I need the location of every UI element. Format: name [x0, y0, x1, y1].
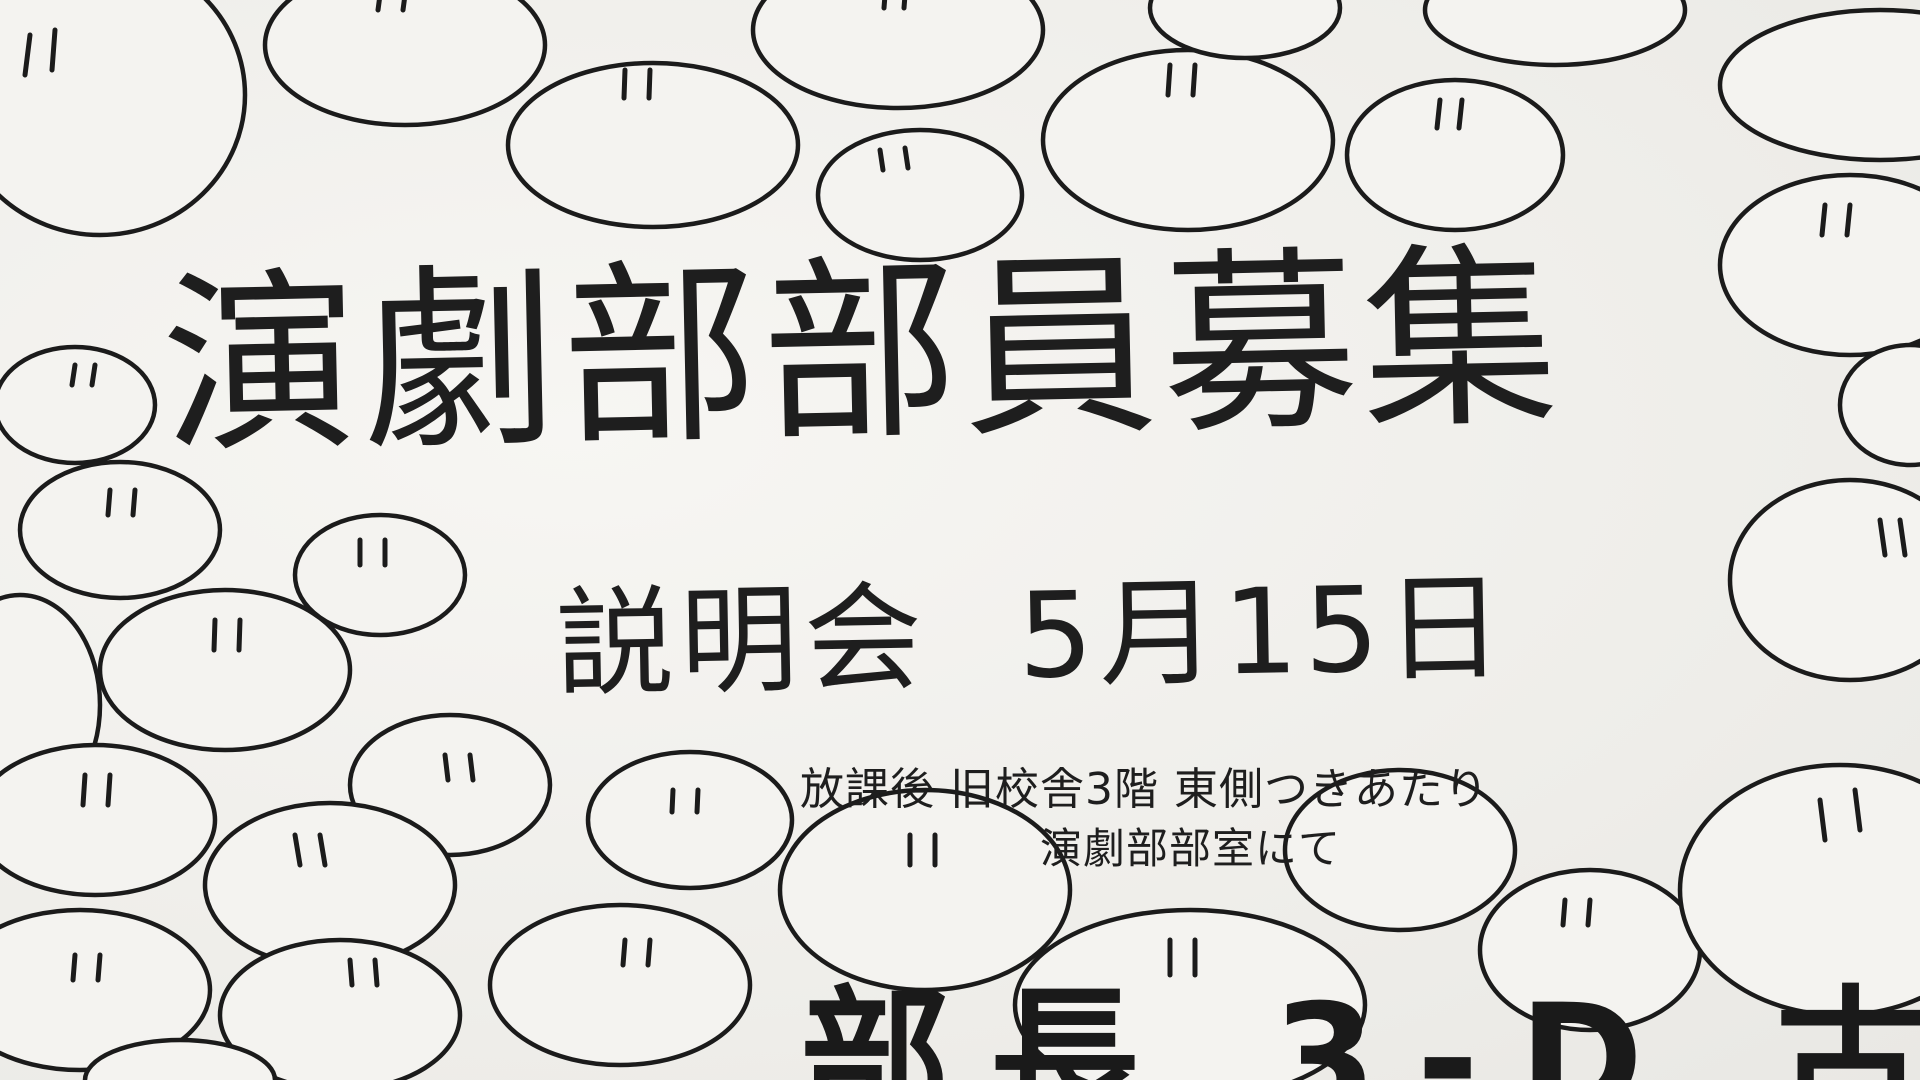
- dango-blob-icon: [82, 1037, 278, 1080]
- dango-blob-icon: [777, 787, 1073, 993]
- dango-blob-icon: [217, 937, 463, 1080]
- event-location-line: 放課後 旧校舎3階 東側つきあたり: [800, 764, 1489, 815]
- dango-blob-icon: [1040, 47, 1336, 233]
- dango-blob-icon: [815, 127, 1025, 263]
- dango-blob-icon: [750, 0, 1046, 111]
- dango-blob-icon: [262, 0, 548, 128]
- dango-blob-icon: [1717, 172, 1920, 358]
- dango-blob-icon: [1282, 767, 1518, 933]
- dango-blob-icon: [17, 459, 223, 601]
- dango-blob-icon: [1147, 0, 1343, 61]
- dango-blob-icon: [1012, 907, 1368, 1080]
- dango-blob-icon: [505, 60, 801, 230]
- event-room-line: 演劇部部室にて: [1040, 824, 1342, 873]
- dango-blob-icon: [0, 742, 218, 898]
- dango-blob-icon: [0, 0, 248, 238]
- poster-title: 演劇部部員募集: [159, 224, 1565, 482]
- event-label: 説明会: [554, 568, 930, 713]
- event-date: 5月15日: [1016, 558, 1511, 705]
- dango-blob-icon: [1727, 477, 1920, 683]
- dango-blob-icon: [585, 749, 795, 891]
- dango-blob-icon: [1677, 762, 1920, 1018]
- dango-blob-icon: [1717, 7, 1920, 163]
- dango-blob-icon: [1422, 0, 1688, 68]
- club-leader-line: 部長 3-D 古河 渚: [800, 973, 1920, 1080]
- dango-blob-icon: [0, 344, 158, 466]
- dango-blob-icon: [1837, 342, 1920, 468]
- dango-blob-icon: [97, 587, 353, 753]
- dango-blob-icon: [292, 512, 468, 638]
- dango-blob-icon: [487, 902, 753, 1068]
- dango-blob-icon: [0, 907, 213, 1073]
- dango-blob-icon: [1344, 77, 1566, 233]
- poster-subtitle: 説明会 5月15日: [555, 558, 1511, 713]
